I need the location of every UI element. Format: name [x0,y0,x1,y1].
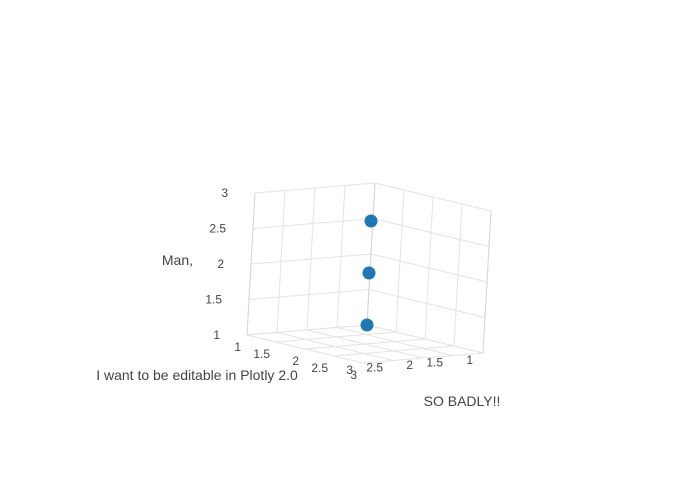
floor-gridline-y [333,345,455,357]
wall-gridline-z [366,324,484,354]
x-tick-label: 3 [346,363,353,377]
z-tick-label: 1 [213,328,220,342]
floor-gridline-y [362,352,484,364]
box-edge [246,192,256,336]
y-tick-label: 2 [292,354,299,368]
y-tick-label: 2.5 [311,361,328,375]
y-tick-label: 1.5 [253,347,270,361]
x-tick-label: 2.5 [366,361,383,375]
data-point[interactable] [362,266,376,280]
x-tick-label: 2 [406,358,413,372]
wall-gridline-z [368,289,486,318]
y-tick-label: 1 [234,340,241,354]
axis-box-edges [246,182,492,354]
y-axis-title: SO BADLY!! [424,393,501,409]
x-tick-label: 1 [466,353,473,367]
floor-gridline-y [304,338,426,350]
y-tick-label: 3 [350,368,357,382]
x-axis-title: I want to be editable in Plotly 2.0 [96,367,298,383]
tick-labels: 1 1.5 2 2.5 3 1 1.5 2 2.5 3 1 1.5 2 2.5 3 [205,186,473,382]
box-edge [482,210,492,354]
z-tick-label: 2 [217,257,224,271]
wall-gridline-z [372,218,490,247]
x-tick-label: 1.5 [426,356,443,370]
wall-gridline-z [248,289,370,300]
data-point[interactable] [364,214,378,228]
z-tick-label: 3 [221,186,228,200]
wall-gridline-z [374,182,492,212]
wall-gridline-z [250,253,372,265]
z-tick-label: 1.5 [205,293,222,307]
wall-gridline-z [370,253,488,283]
floor-gridline-y [275,331,397,343]
data-points[interactable] [360,214,378,332]
wall-gridline-z [246,324,368,336]
data-point[interactable] [360,318,374,332]
z-axis-title: Man, [162,252,193,268]
wall-gridline-z [254,182,376,194]
box-edge [366,182,376,326]
z-tick-label: 2.5 [209,222,226,236]
wall-gridline-z [252,218,374,229]
